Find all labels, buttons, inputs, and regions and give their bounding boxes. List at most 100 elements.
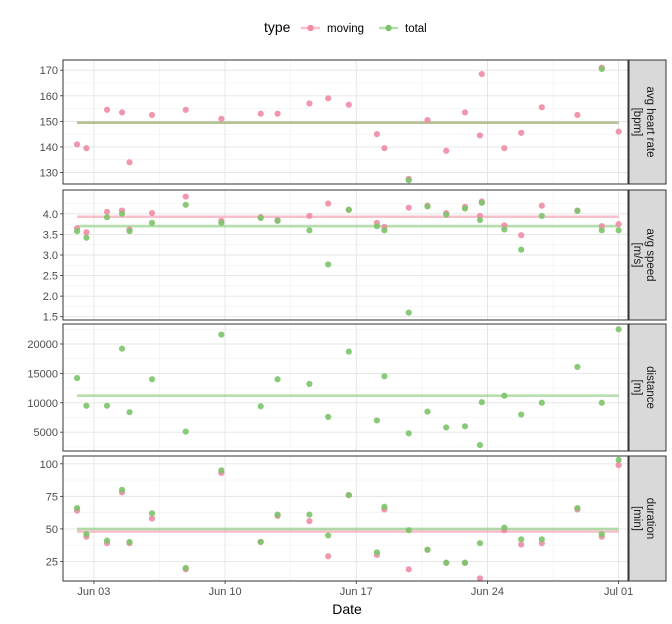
y-tick-label: 150 xyxy=(40,116,58,128)
y-tick-label: 15000 xyxy=(27,368,58,380)
data-point-moving xyxy=(615,128,622,135)
data-point-total xyxy=(182,428,189,435)
data-point-moving xyxy=(518,232,525,239)
data-point-moving xyxy=(306,518,313,525)
data-point-moving xyxy=(424,116,431,124)
x-tick-label: Jun 24 xyxy=(471,586,504,598)
data-point-total xyxy=(478,399,485,406)
legend-label-moving: moving xyxy=(327,23,364,35)
y-tick-label: 160 xyxy=(40,91,58,103)
data-point-moving xyxy=(478,70,485,78)
data-point-total xyxy=(381,373,388,380)
data-point-total xyxy=(405,177,412,184)
data-point-moving xyxy=(306,100,313,107)
data-point-total xyxy=(574,363,581,371)
panel-0: 130 140 150 160 170 avg heart rate[bpm] xyxy=(40,59,667,185)
data-point-moving xyxy=(148,209,156,217)
data-point-total xyxy=(83,402,90,409)
data-point-moving xyxy=(615,221,622,228)
y-tick-label: 3.0 xyxy=(43,250,58,262)
data-point-moving xyxy=(83,229,90,236)
data-point-total xyxy=(325,413,332,420)
data-point-moving xyxy=(325,200,332,207)
data-point-total xyxy=(103,214,111,221)
data-point-moving xyxy=(373,131,380,138)
facet-strip-label: avg heart rate xyxy=(644,87,656,158)
data-point-moving xyxy=(476,575,484,582)
data-point-total xyxy=(345,491,352,499)
panel-border xyxy=(62,189,629,321)
data-point-total xyxy=(615,456,622,464)
data-point-total xyxy=(598,399,605,406)
data-point-moving xyxy=(476,132,484,139)
data-point-total xyxy=(118,486,126,493)
x-tick-label: Jun 03 xyxy=(77,586,110,598)
data-point-moving xyxy=(274,110,281,117)
x-axis-title: Date xyxy=(332,601,362,617)
data-point-total xyxy=(218,467,225,474)
data-point-total xyxy=(443,424,450,431)
data-point-moving xyxy=(126,159,133,166)
data-point-total xyxy=(373,223,380,230)
facet-strip-label: [m/s] xyxy=(631,243,643,268)
data-point-total xyxy=(218,331,225,338)
data-point-total xyxy=(476,216,484,224)
facet-strip-label: [min] xyxy=(631,506,643,531)
facet-strip xyxy=(628,455,667,582)
data-point-moving xyxy=(345,101,352,108)
data-point-total xyxy=(257,538,264,546)
y-tick-label: 10000 xyxy=(27,398,58,410)
data-point-moving xyxy=(182,106,189,113)
data-point-total xyxy=(218,219,225,227)
data-point-total xyxy=(257,214,264,222)
panel-2: 5000 10000 15000 20000 distance[m] xyxy=(27,323,667,452)
x-tick-label: Jun 17 xyxy=(340,586,373,598)
data-point-total xyxy=(461,423,469,430)
panel-background xyxy=(63,324,628,451)
legend-entry-total: total xyxy=(379,23,427,35)
facet-strip xyxy=(628,323,667,452)
data-point-moving xyxy=(73,141,81,148)
data-point-total xyxy=(443,211,450,218)
y-tick-label: 130 xyxy=(40,167,58,179)
y-tick-label: 100 xyxy=(40,459,58,471)
y-tick-label: 75 xyxy=(46,491,58,503)
panel-border xyxy=(62,59,629,185)
data-point-moving xyxy=(118,109,126,116)
data-point-total xyxy=(73,504,81,512)
data-point-moving xyxy=(148,111,156,119)
data-point-total xyxy=(274,376,281,383)
x-axis: Jun 03 Jun 10 Jun 17 Jun 24 Jul 01 xyxy=(77,581,633,598)
data-point-total xyxy=(345,348,352,355)
data-point-total xyxy=(615,227,622,234)
data-point-total xyxy=(518,536,525,543)
data-point-total xyxy=(83,531,90,538)
facet-strip-label: [m] xyxy=(631,380,643,396)
data-point-total xyxy=(424,546,431,553)
data-point-moving xyxy=(538,202,545,209)
data-point-total xyxy=(405,430,412,437)
legend-title: type xyxy=(264,19,291,35)
data-point-total xyxy=(257,403,264,410)
data-point-total xyxy=(373,549,380,556)
data-point-total xyxy=(598,65,605,73)
data-point-moving xyxy=(148,515,156,522)
facet-strip xyxy=(628,189,667,321)
data-point-total xyxy=(574,207,581,215)
y-tick-label: 2.0 xyxy=(43,291,58,303)
y-tick-label: 5000 xyxy=(34,427,58,439)
x-tick-label: Jul 01 xyxy=(604,586,633,598)
data-point-moving xyxy=(103,208,111,215)
data-point-total xyxy=(306,511,313,518)
data-point-total xyxy=(538,536,545,543)
facet-strip-label: distance xyxy=(644,366,656,409)
data-point-moving xyxy=(405,566,412,573)
data-point-total xyxy=(126,538,133,546)
data-point-total xyxy=(118,345,126,352)
data-point-total xyxy=(478,199,485,206)
data-point-total xyxy=(118,210,126,217)
data-point-moving xyxy=(325,95,332,102)
data-point-moving xyxy=(218,115,225,122)
legend-key-point-total xyxy=(385,24,392,32)
